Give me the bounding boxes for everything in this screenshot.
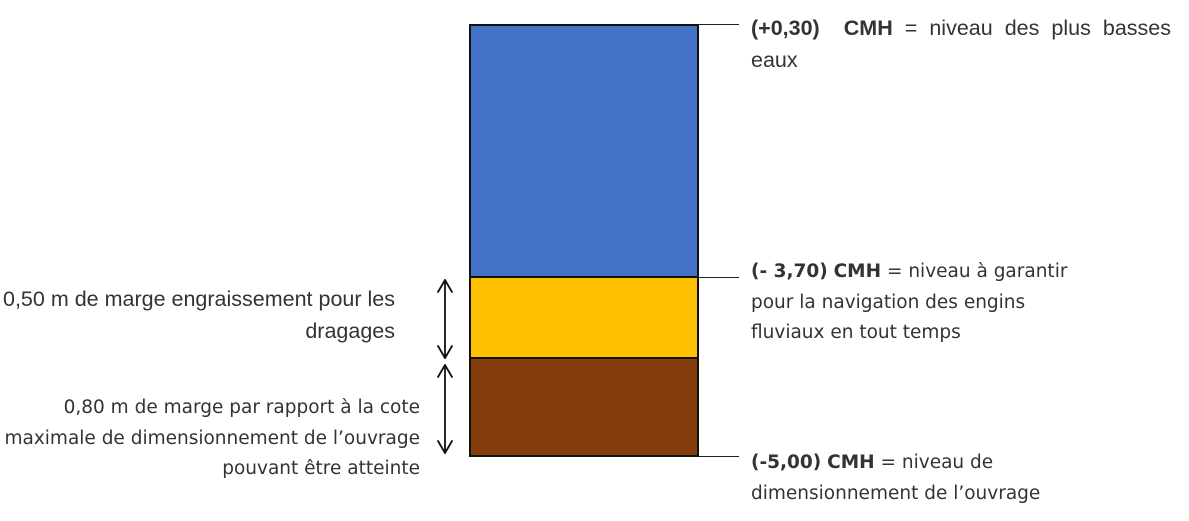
middle-level-value: (- 3,70) [751, 261, 828, 282]
middle-level-unit: CMH [833, 261, 882, 282]
bottom-level-description: = niveau de dimensionnement de l’ouvrage [751, 452, 1041, 504]
dredging-margin-block [469, 276, 699, 359]
top-level-value: (+0,30) [751, 16, 820, 40]
middle-level-description: = niveau à garantir pour la navigation d… [751, 261, 1068, 344]
top-level-leader-line [699, 24, 739, 25]
top-level-label: (+0,30) CMH = niveau des plus basses eau… [751, 12, 1171, 77]
middle-level-label: (- 3,70) CMH = niveau à garantir pour la… [751, 257, 1081, 349]
top-level-unit: CMH [843, 16, 893, 40]
top-level-description: = niveau des plus basses eaux [751, 16, 1171, 73]
design-margin-label: 0,80 m de marge par rapport à la cote ma… [4, 397, 420, 480]
dredging-margin-double-arrow [437, 279, 453, 359]
bottom-level-leader-line [699, 456, 739, 457]
margin-arrows [437, 279, 453, 454]
design-margin-block [469, 357, 699, 457]
bottom-level-label: (-5,00) CMH = niveau de dimensionnement … [751, 448, 1081, 509]
water-column-block [469, 24, 699, 278]
middle-level-leader-line [699, 277, 739, 278]
dredging-margin-label: 0,50 m de marge engraissement pour les d… [3, 287, 395, 344]
design-margin-double-arrow [437, 364, 453, 454]
bottom-level-unit: CMH [827, 452, 875, 473]
bottom-level-value: (-5,00) [751, 452, 822, 473]
